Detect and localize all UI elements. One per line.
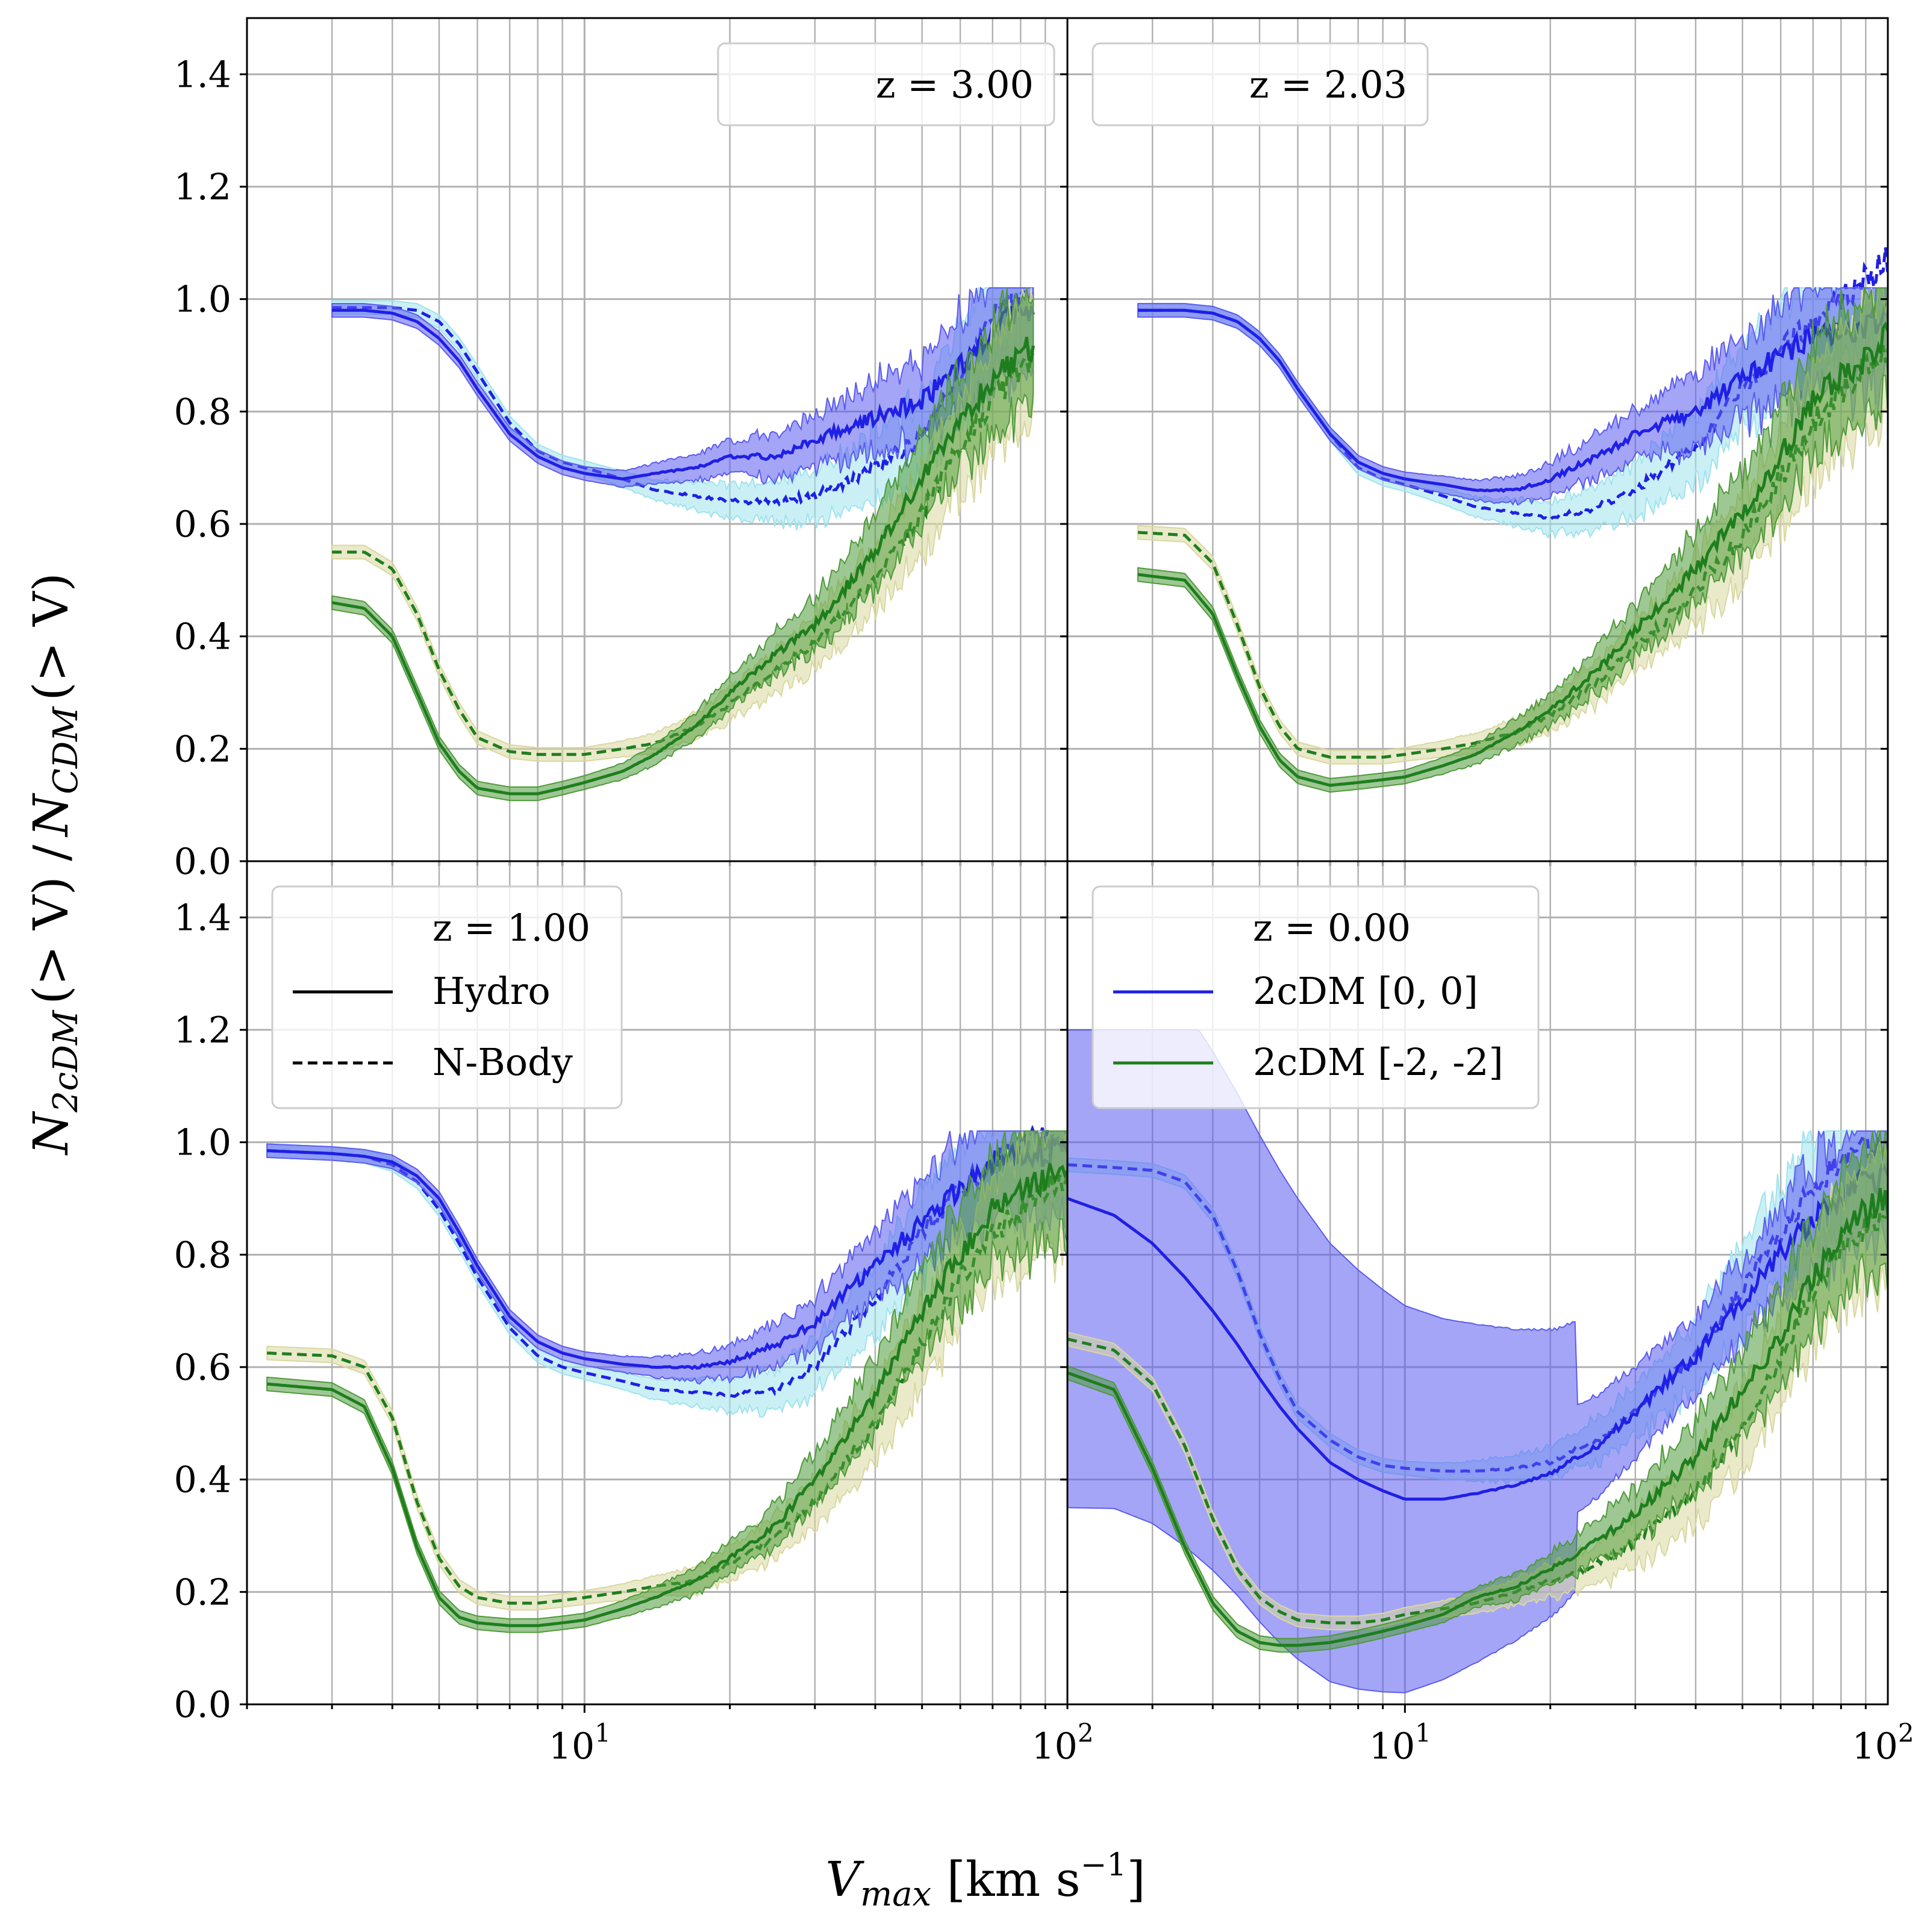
series-group bbox=[1067, 1029, 1888, 1694]
y-tick-label: 0.8 bbox=[174, 391, 231, 433]
panel-1: 0.0 0.2 0.4 0.6 0.8 1.0 1.2 1.4 z = 3.00 bbox=[174, 17, 1069, 883]
legend-box bbox=[1091, 885, 1540, 1109]
legend-entry: 2cDM [-2, -2] bbox=[1253, 1040, 1504, 1084]
band-2cdm-2-2-hydro bbox=[331, 287, 1034, 802]
line-2cdm-2-2-hydro bbox=[1067, 1188, 1888, 1647]
y-tick-label: 0.4 bbox=[174, 1459, 231, 1501]
line-2cdm-0-0-hydro bbox=[1067, 1158, 1888, 1501]
legend-entry: 2cDM [0, 0] bbox=[1253, 969, 1478, 1013]
band-2cdm-2-2-hydro bbox=[1067, 1130, 1888, 1653]
panel-2: z = 2.03 bbox=[1060, 17, 1889, 870]
series-group bbox=[1137, 247, 1888, 793]
band-2cdm-0-0-hydro bbox=[1067, 1029, 1888, 1694]
x-axis-label: Vmax [km s−1] bbox=[825, 1847, 1145, 1914]
y-tick-label: 1.2 bbox=[174, 166, 231, 208]
y-tick-label: 1.2 bbox=[174, 1009, 231, 1052]
panel-3: 0.0 0.2 0.4 0.6 0.8 1.0 1.2 1.4 101 102 z = 1.00 Hy… bbox=[174, 860, 1094, 1768]
y-tick-label: 0.2 bbox=[174, 1571, 231, 1613]
line-2cdm-2-2-n-body bbox=[332, 348, 1035, 756]
redshift-label: z = 2.03 bbox=[1249, 63, 1407, 107]
legend-box bbox=[717, 42, 1055, 126]
legend-entry: Hydro bbox=[433, 969, 551, 1013]
legend-entry: N-Body bbox=[433, 1040, 573, 1084]
legend-panel-4: z = 0.00 2cDM [0, 0] 2cDM [-2, -2] bbox=[1091, 885, 1540, 1109]
panel-4: 101 102 z = 0.00 2cDM [0, 0] 2cDM [-2, -2] bbox=[1060, 860, 1914, 1768]
y-tick-label: 0.2 bbox=[174, 728, 231, 770]
y-tick-label: 0.6 bbox=[174, 503, 231, 546]
y-tick-label: 1.4 bbox=[174, 897, 231, 939]
y-tick-label: 1.0 bbox=[174, 1122, 231, 1164]
line-2cdm-0-0-hydro bbox=[1138, 303, 1888, 493]
line-2cdm-0-0-hydro bbox=[267, 1136, 1067, 1370]
y-axis-label: N2cDM(> V) /NCDM(> V) bbox=[23, 573, 86, 1156]
legend-box bbox=[1091, 42, 1429, 126]
line-2cdm-2-2-hydro bbox=[1137, 321, 1888, 787]
redshift-label: z = 0.00 bbox=[1253, 906, 1411, 950]
redshift-label: z = 1.00 bbox=[433, 906, 590, 950]
y-tick-label: 0.4 bbox=[174, 616, 231, 658]
y-tick-label: 1.0 bbox=[174, 279, 231, 321]
band-2cdm-0-0-hydro bbox=[1137, 286, 1888, 506]
y-tick-label: 1.4 bbox=[174, 54, 231, 96]
series-group bbox=[266, 1124, 1067, 1633]
y-tick-label: 0.0 bbox=[174, 1684, 231, 1726]
legend-panel-3: z = 1.00 Hydro N-Body bbox=[271, 885, 623, 1109]
y-tick-label: 0.8 bbox=[174, 1234, 231, 1276]
y-tick-label: 0.0 bbox=[174, 841, 231, 883]
x-tick-label: 102 bbox=[1852, 1718, 1914, 1768]
line-2cdm-2-2-n-body bbox=[267, 1173, 1067, 1605]
line-2cdm-2-2-hydro bbox=[266, 1163, 1067, 1627]
band-2cdm-2-2-hydro bbox=[1137, 285, 1888, 793]
line-2cdm-2-2-hydro bbox=[331, 337, 1035, 796]
series-group bbox=[331, 287, 1035, 802]
line-2cdm-2-2-n-body bbox=[1137, 344, 1888, 759]
panel-frame bbox=[1066, 860, 1889, 1706]
legend-panel-1: z = 3.00 bbox=[717, 42, 1055, 126]
band-2cdm-2-2-n-body bbox=[1067, 1139, 1888, 1630]
x-tick-label: 101 bbox=[1369, 1718, 1431, 1768]
y-tick-label: 0.6 bbox=[174, 1347, 231, 1389]
x-tick-label: 102 bbox=[1031, 1718, 1093, 1768]
line-2cdm-0-0-hydro bbox=[332, 304, 1035, 481]
redshift-label: z = 3.00 bbox=[876, 63, 1034, 107]
legend-panel-2: z = 2.03 bbox=[1091, 42, 1429, 126]
legend-box bbox=[271, 885, 623, 1109]
x-tick-label: 101 bbox=[549, 1718, 611, 1768]
band-2cdm-2-2-hydro bbox=[266, 1129, 1067, 1633]
